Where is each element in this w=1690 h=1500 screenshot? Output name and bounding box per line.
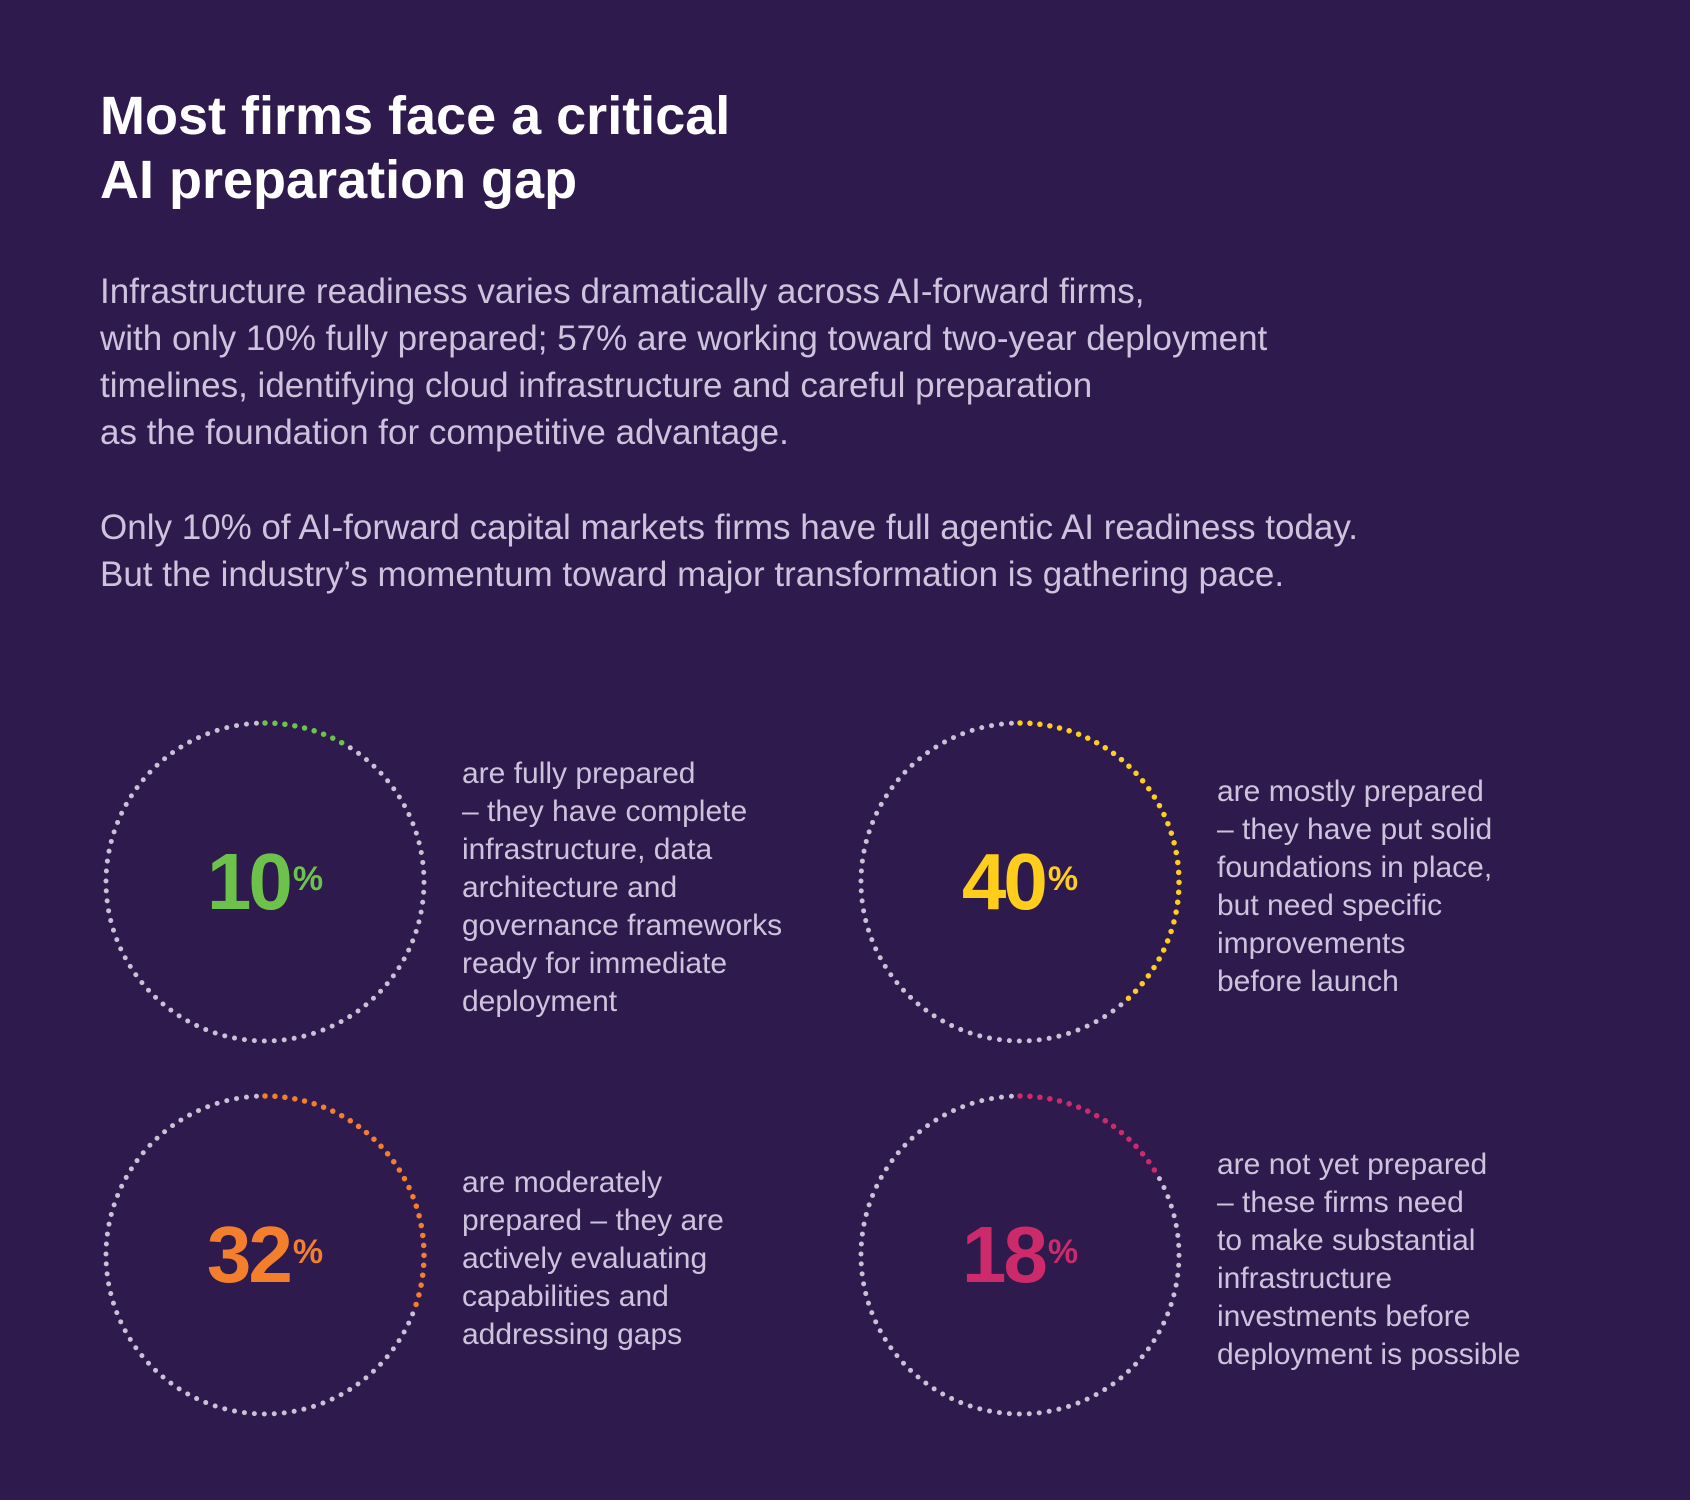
ring-value-arc — [858, 720, 1182, 1044]
stat-description: are fully prepared – they have complete … — [462, 755, 852, 1021]
description-line: ready for immediate — [462, 947, 728, 980]
intro-1-line-3: timelines, identifying cloud infrastruct… — [100, 366, 1093, 405]
title-line-1: Most firms face a critical — [100, 86, 731, 146]
description-line: before launch — [1217, 965, 1399, 998]
progress-ring-svg — [103, 1093, 427, 1417]
description-line: architecture and — [462, 871, 678, 904]
progress-ring — [855, 1090, 1185, 1420]
intro-1-line-4: as the foundation for competitive advant… — [100, 413, 789, 452]
stat-not-yet-prepared: 18 % are not yet prepared – these firms … — [855, 1090, 1615, 1420]
description-line: – these firms need — [1217, 1186, 1464, 1219]
description-line: improvements — [1217, 927, 1406, 960]
intro-paragraph-1: Infrastructure readiness varies dramatic… — [100, 268, 1600, 456]
percent-sign: % — [1047, 1232, 1079, 1271]
description-line: deployment — [462, 985, 618, 1018]
description-line: but need specific — [1217, 889, 1443, 922]
ring-value-arc — [858, 1093, 1182, 1417]
percentage-value: 40 — [961, 837, 1048, 926]
progress-ring-svg — [103, 720, 427, 1044]
progress-ring — [100, 1090, 430, 1420]
progress-ring-svg — [858, 720, 1182, 1044]
description-line: to make substantial — [1217, 1224, 1476, 1257]
stat-description: are moderately prepared – they are activ… — [462, 1164, 852, 1354]
ring-value-arc — [103, 720, 427, 1044]
percentage-value: 10 — [206, 837, 293, 926]
intro-paragraph-2: Only 10% of AI-forward capital markets f… — [100, 504, 1600, 598]
description-line: are fully prepared — [462, 757, 696, 790]
progress-ring — [100, 717, 430, 1047]
description-line: addressing gaps — [462, 1318, 683, 1351]
description-line: are mostly prepared — [1217, 775, 1484, 808]
description-line: infrastructure — [1217, 1262, 1393, 1295]
stat-mostly-prepared: 40 % are mostly prepared – they have put… — [855, 717, 1615, 1047]
title-line-2: AI preparation gap — [100, 150, 578, 210]
stat-fully-prepared: 10 % are fully prepared – they have comp… — [100, 717, 860, 1047]
description-line: infrastructure, data — [462, 833, 713, 866]
intro-1-line-1: Infrastructure readiness varies dramatic… — [100, 272, 1145, 311]
progress-ring-svg — [858, 1093, 1182, 1417]
intro-1-line-2: with only 10% fully prepared; 57% are wo… — [100, 319, 1268, 358]
description-line: deployment is possible — [1217, 1338, 1521, 1371]
percentage: 32 % — [100, 1090, 430, 1420]
intro-2-line-1: Only 10% of AI-forward capital markets f… — [100, 508, 1358, 547]
progress-ring — [855, 717, 1185, 1047]
stat-description: are not yet prepared – these firms need … — [1217, 1146, 1607, 1374]
description-line: – they have complete — [462, 795, 748, 828]
percentage: 18 % — [855, 1090, 1185, 1420]
percentage: 10 % — [100, 717, 430, 1047]
description-line: – they have put solid — [1217, 813, 1493, 846]
description-line: capabilities and — [462, 1280, 669, 1313]
description-line: are moderately — [462, 1166, 663, 1199]
page-title: Most firms face a critical AI preparatio… — [100, 84, 1000, 212]
description-line: actively evaluating — [462, 1242, 708, 1275]
ring-value-arc — [103, 1093, 427, 1417]
percent-sign: % — [292, 1232, 324, 1271]
stat-description: are mostly prepared – they have put soli… — [1217, 773, 1607, 1001]
description-line: prepared – they are — [462, 1204, 724, 1237]
intro-2-line-2: But the industry’s momentum toward major… — [100, 555, 1285, 594]
description-line: investments before — [1217, 1300, 1471, 1333]
description-line: are not yet prepared — [1217, 1148, 1488, 1181]
percentage-value: 32 — [206, 1210, 293, 1299]
percent-sign: % — [292, 859, 324, 898]
percentage-value: 18 — [961, 1210, 1048, 1299]
percentage: 40 % — [855, 717, 1185, 1047]
description-line: foundations in place, — [1217, 851, 1493, 884]
stat-moderately-prepared: 32 % are moderately prepared – they are … — [100, 1090, 860, 1420]
description-line: governance frameworks — [462, 909, 783, 942]
percent-sign: % — [1047, 859, 1079, 898]
